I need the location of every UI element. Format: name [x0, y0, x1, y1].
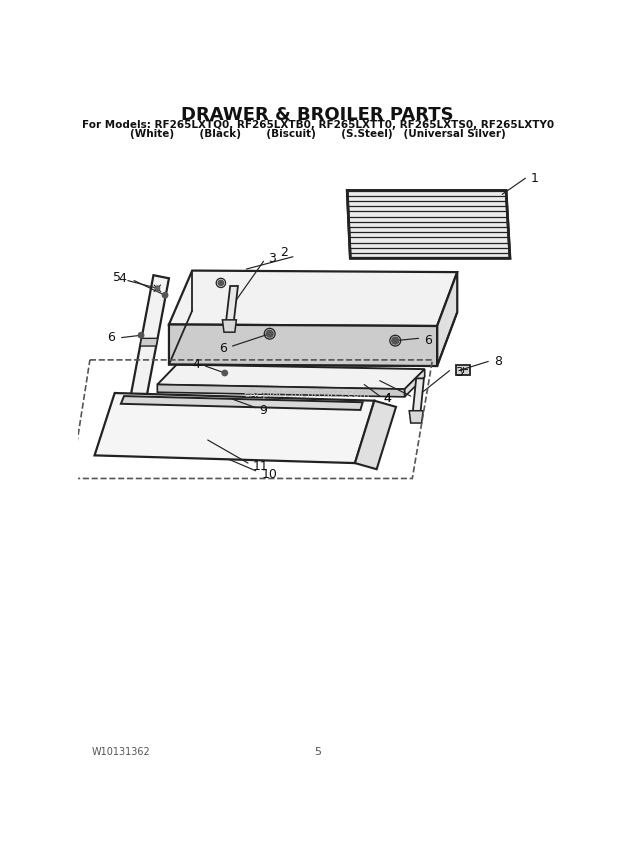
- Polygon shape: [437, 272, 458, 366]
- Circle shape: [218, 280, 224, 286]
- Text: 6: 6: [107, 331, 115, 344]
- Polygon shape: [94, 393, 374, 463]
- Text: 2: 2: [280, 246, 288, 259]
- Text: 6: 6: [219, 342, 227, 355]
- Text: 5: 5: [314, 746, 321, 757]
- Circle shape: [222, 371, 228, 376]
- Text: 3: 3: [268, 252, 276, 265]
- Polygon shape: [125, 275, 169, 426]
- Text: 10: 10: [261, 468, 277, 481]
- Polygon shape: [223, 320, 236, 332]
- Polygon shape: [226, 286, 238, 326]
- Polygon shape: [121, 396, 363, 410]
- Polygon shape: [412, 378, 424, 417]
- Text: 5: 5: [113, 271, 121, 284]
- Polygon shape: [404, 369, 425, 397]
- Text: 6: 6: [424, 334, 432, 348]
- Text: 4: 4: [118, 272, 126, 285]
- Text: 3: 3: [455, 366, 463, 379]
- Polygon shape: [347, 191, 510, 259]
- Text: DRAWER & BROILER PARTS: DRAWER & BROILER PARTS: [182, 106, 454, 124]
- Polygon shape: [169, 270, 458, 326]
- Polygon shape: [157, 365, 425, 389]
- Text: For Models: RF265LXTQ0, RF265LXTB0, RF265LXTT0, RF265LXTS0, RF265LXTY0: For Models: RF265LXTQ0, RF265LXTB0, RF26…: [82, 120, 554, 130]
- Polygon shape: [355, 401, 396, 469]
- Text: W10131362: W10131362: [92, 746, 150, 757]
- Text: 4: 4: [384, 392, 391, 405]
- FancyBboxPatch shape: [456, 365, 471, 375]
- Text: 1: 1: [531, 172, 539, 185]
- Polygon shape: [157, 384, 404, 397]
- Text: 11: 11: [253, 460, 268, 473]
- Text: 4: 4: [192, 358, 200, 371]
- Circle shape: [155, 286, 159, 290]
- Text: eReplacementParts.com: eReplacementParts.com: [243, 389, 370, 399]
- Circle shape: [266, 330, 273, 337]
- Text: (White)       (Black)       (Biscuit)       (S.Steel)   (Universal Silver): (White) (Black) (Biscuit) (S.Steel) (Uni…: [130, 129, 506, 140]
- Text: 8: 8: [494, 355, 502, 368]
- Polygon shape: [409, 411, 423, 423]
- Text: 9: 9: [260, 404, 267, 417]
- Circle shape: [138, 333, 144, 338]
- Circle shape: [392, 337, 399, 344]
- Circle shape: [162, 293, 168, 298]
- Polygon shape: [169, 324, 437, 366]
- Polygon shape: [140, 338, 157, 346]
- Text: 4: 4: [384, 392, 391, 405]
